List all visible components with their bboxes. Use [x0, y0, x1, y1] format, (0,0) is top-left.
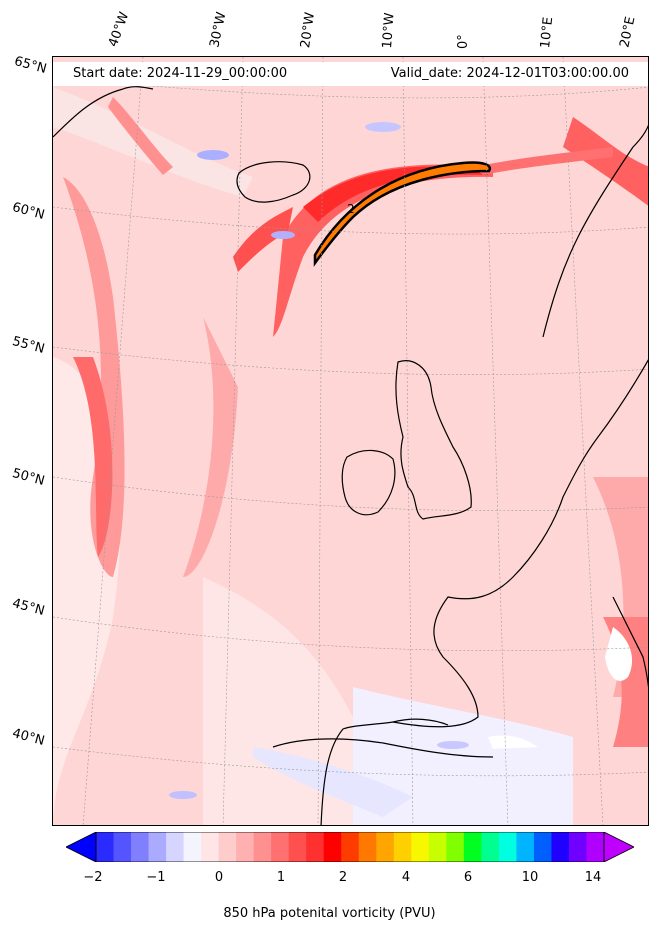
colorbar-tick-label: 10 [521, 870, 539, 885]
pv-field-map: 2 [53, 57, 648, 825]
contour-label: 2 [347, 202, 355, 216]
valid-date-label: Valid_date: 2024-12-01T03:00:00.00 [390, 66, 629, 81]
colorbar-segment [446, 832, 465, 862]
start-date-label: Start date: 2024-11-29_00:00:00 [73, 66, 288, 81]
map-panel: 2 [52, 56, 649, 826]
colorbar-tick-label: −2 [83, 870, 103, 885]
colorbar-segment [516, 832, 535, 862]
header-strip [53, 62, 648, 86]
colorbar-tick-label: 4 [401, 870, 411, 885]
colorbar-segment [498, 832, 517, 862]
lon-label-40w: 40°W [105, 10, 133, 49]
colorbar-segment [463, 832, 482, 862]
lon-label-10w: 10°W [380, 12, 398, 49]
lat-label-50n: 50°N [10, 466, 47, 489]
colorbar-segment [271, 832, 290, 862]
colorbar-label: 850 hPa potenital vorticity (PVU) [223, 906, 436, 921]
colorbar-segment [131, 832, 150, 862]
lat-label-45n: 45°N [10, 596, 47, 619]
lon-label-20w: 20°W [298, 11, 318, 49]
colorbar-segment [183, 832, 202, 862]
lat-label-65n: 65°N [12, 54, 49, 77]
colorbar-segment [148, 832, 167, 862]
colorbar-segment [341, 832, 360, 862]
colorbar-segment [306, 832, 325, 862]
colorbar-segment [358, 832, 377, 862]
lon-label-10e: 10°E [538, 16, 557, 50]
colorbar-segment [428, 832, 447, 862]
colorbar-tick-label: 2 [338, 870, 348, 885]
colorbar-segment [323, 832, 342, 862]
colorbar-segment [568, 832, 587, 862]
colorbar-tick-label: 1 [276, 870, 286, 885]
colorbar-segment [253, 832, 272, 862]
colorbar-segment [393, 832, 412, 862]
lon-label-20e: 20°E [617, 15, 639, 50]
colorbar-segment [481, 832, 500, 862]
lat-label-55n: 55°N [10, 334, 47, 357]
colorbar-segment [201, 832, 220, 862]
colorbar-segment [236, 832, 255, 862]
colorbar-segment [166, 832, 185, 862]
colorbar-segment [96, 832, 115, 862]
colorbar-segment [586, 832, 605, 862]
colorbar-segment [288, 832, 307, 862]
colorbar-segment [411, 832, 430, 862]
colorbar-segment [218, 832, 237, 862]
lon-label-0: 0° [456, 34, 471, 49]
colorbar-segment [376, 832, 395, 862]
colorbar-segment [551, 832, 570, 862]
lat-label-40n: 40°N [10, 726, 47, 749]
colorbar-segment [113, 832, 132, 862]
colorbar-segment [533, 832, 552, 862]
colorbar-tick-label: 14 [584, 870, 602, 885]
colorbar [66, 832, 634, 862]
lat-label-60n: 60°N [10, 200, 47, 223]
lon-label-30w: 30°W [207, 10, 230, 49]
colorbar-tick-label: −1 [146, 870, 166, 885]
colorbar-tick-label: 6 [463, 870, 473, 885]
colorbar-tick-label: 0 [214, 870, 224, 885]
